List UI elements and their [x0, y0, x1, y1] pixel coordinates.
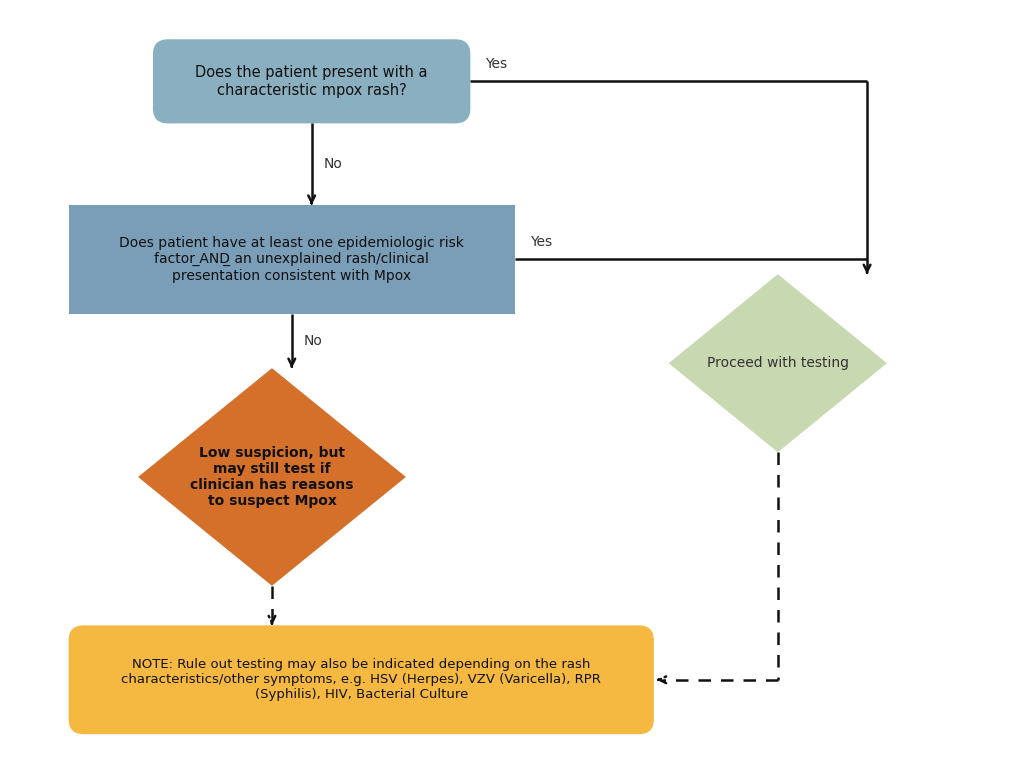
Polygon shape — [669, 274, 887, 452]
Bar — [69, 205, 515, 314]
FancyBboxPatch shape — [69, 625, 654, 734]
Text: Does the patient present with a
characteristic mpox rash?: Does the patient present with a characte… — [196, 65, 428, 98]
Text: Yes: Yes — [529, 236, 552, 250]
Text: Does patient have at least one epidemiologic risk
factor ̲AND̲ an unexplained ra: Does patient have at least one epidemiol… — [120, 236, 464, 283]
Text: Proceed with testing: Proceed with testing — [707, 356, 849, 370]
Text: NOTE: Rule out testing may also be indicated depending on the rash
characteristi: NOTE: Rule out testing may also be indic… — [121, 658, 601, 701]
Text: Yes: Yes — [485, 58, 507, 71]
Polygon shape — [138, 368, 406, 586]
Text: No: No — [324, 157, 342, 171]
Text: Low suspicion, but
may still test if
clinician has reasons
to suspect Mpox: Low suspicion, but may still test if cli… — [190, 445, 353, 508]
Text: No: No — [304, 334, 323, 348]
FancyBboxPatch shape — [153, 39, 470, 124]
